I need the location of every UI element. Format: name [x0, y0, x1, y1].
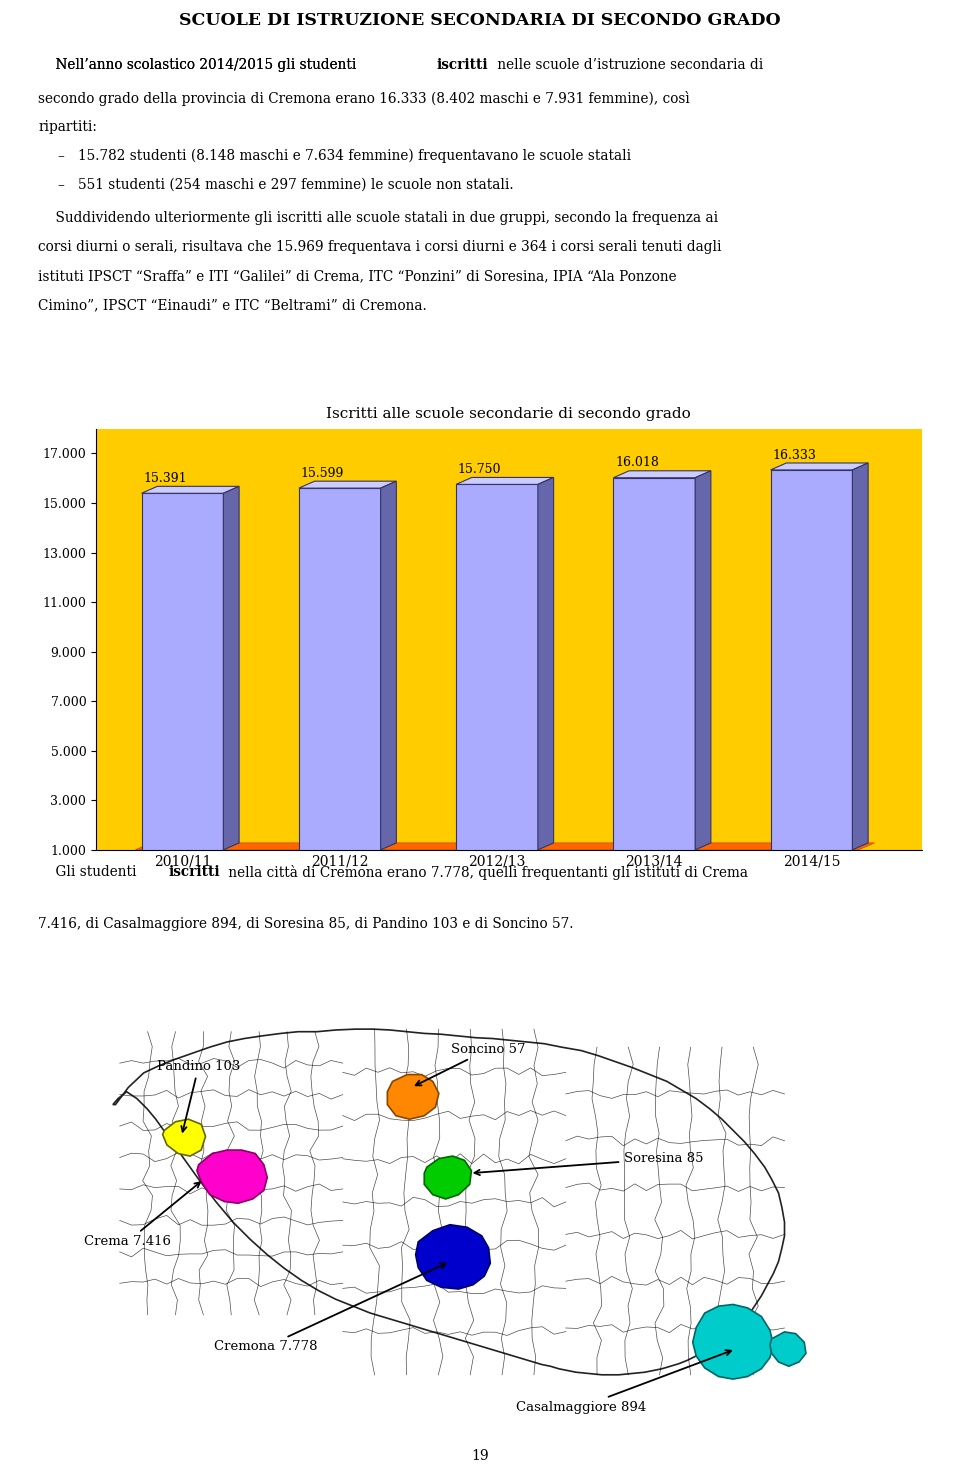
Polygon shape [424, 1156, 471, 1199]
Text: nella città di Cremona erano 7.778, quelli frequentanti gli istituti di Crema: nella città di Cremona erano 7.778, quel… [224, 865, 748, 881]
Polygon shape [416, 1225, 491, 1289]
Title: Iscritti alle scuole secondarie di secondo grado: Iscritti alle scuole secondarie di secon… [326, 406, 691, 421]
Polygon shape [224, 486, 239, 850]
Polygon shape [770, 1332, 806, 1366]
Polygon shape [142, 486, 239, 494]
Text: –   551 studenti (254 maschi e 297 femmine) le scuole non statali.: – 551 studenti (254 maschi e 297 femmine… [58, 177, 514, 192]
Text: –   15.782 studenti (8.148 maschi e 7.634 femmine) frequentavano le scuole stata: – 15.782 studenti (8.148 maschi e 7.634 … [58, 149, 631, 164]
Bar [771, 470, 852, 850]
Text: iscritti: iscritti [437, 58, 489, 72]
Bar [456, 485, 538, 850]
Text: Nell’anno scolastico 2014/2015 gli studenti: Nell’anno scolastico 2014/2015 gli stude… [38, 58, 361, 72]
Polygon shape [456, 477, 554, 485]
Text: ripartiti:: ripartiti: [38, 120, 97, 134]
Bar [142, 494, 224, 850]
Text: nelle scuole d’istruzione secondaria di: nelle scuole d’istruzione secondaria di [493, 58, 764, 72]
Text: corsi diurni o serali, risultava che 15.969 frequentava i corsi diurni e 364 i c: corsi diurni o serali, risultava che 15.… [38, 239, 722, 254]
Polygon shape [693, 1305, 774, 1379]
Text: iscritti: iscritti [169, 865, 221, 879]
Text: Nell’anno scolastico 2014/2015 gli studenti: Nell’anno scolastico 2014/2015 gli stude… [38, 58, 361, 72]
Bar [613, 477, 695, 850]
Polygon shape [695, 471, 710, 850]
Text: Pandino 103: Pandino 103 [157, 1060, 240, 1132]
Bar [299, 488, 380, 850]
Text: 19: 19 [471, 1448, 489, 1463]
Text: 16.018: 16.018 [615, 457, 659, 470]
Polygon shape [538, 477, 554, 850]
Polygon shape [380, 482, 396, 850]
Text: 7.416, di Casalmaggiore 894, di Soresina 85, di Pandino 103 e di Soncino 57.: 7.416, di Casalmaggiore 894, di Soresina… [38, 916, 574, 931]
Text: Cimino”, IPSCT “Einaudi” e ITC “Beltrami” di Cremona.: Cimino”, IPSCT “Einaudi” e ITC “Beltrami… [38, 299, 427, 312]
Polygon shape [162, 1119, 205, 1156]
Text: 15.599: 15.599 [300, 467, 344, 480]
Text: 15.391: 15.391 [143, 471, 187, 485]
Text: secondo grado della provincia di Cremona erano 16.333 (8.402 maschi e 7.931 femm: secondo grado della provincia di Cremona… [38, 92, 690, 106]
Text: Casalmaggiore 894: Casalmaggiore 894 [516, 1349, 732, 1413]
Text: Crema 7.416: Crema 7.416 [84, 1182, 200, 1249]
Polygon shape [135, 842, 875, 850]
Text: Soncino 57: Soncino 57 [416, 1042, 526, 1085]
Polygon shape [771, 463, 868, 470]
Text: istituti IPSCT “Sraffa” e ITI “Galilei” di Crema, ITC “Ponzini” di Soresina, IPI: istituti IPSCT “Sraffa” e ITI “Galilei” … [38, 269, 677, 282]
Polygon shape [852, 463, 868, 850]
Polygon shape [613, 471, 710, 477]
Text: Cremona 7.778: Cremona 7.778 [214, 1264, 445, 1354]
Text: SCUOLE DI ISTRUZIONE SECONDARIA DI SECONDO GRADO: SCUOLE DI ISTRUZIONE SECONDARIA DI SECON… [180, 12, 780, 30]
Polygon shape [388, 1075, 439, 1119]
Polygon shape [113, 1029, 784, 1375]
Polygon shape [197, 1150, 267, 1203]
Text: 16.333: 16.333 [772, 448, 816, 461]
Text: Gli studenti: Gli studenti [38, 865, 141, 879]
Text: Soresina 85: Soresina 85 [474, 1153, 704, 1175]
Text: 15.750: 15.750 [458, 463, 501, 476]
Text: Suddividendo ulteriormente gli iscritti alle scuole statali in due gruppi, secon: Suddividendo ulteriormente gli iscritti … [38, 211, 718, 225]
Polygon shape [299, 482, 396, 488]
